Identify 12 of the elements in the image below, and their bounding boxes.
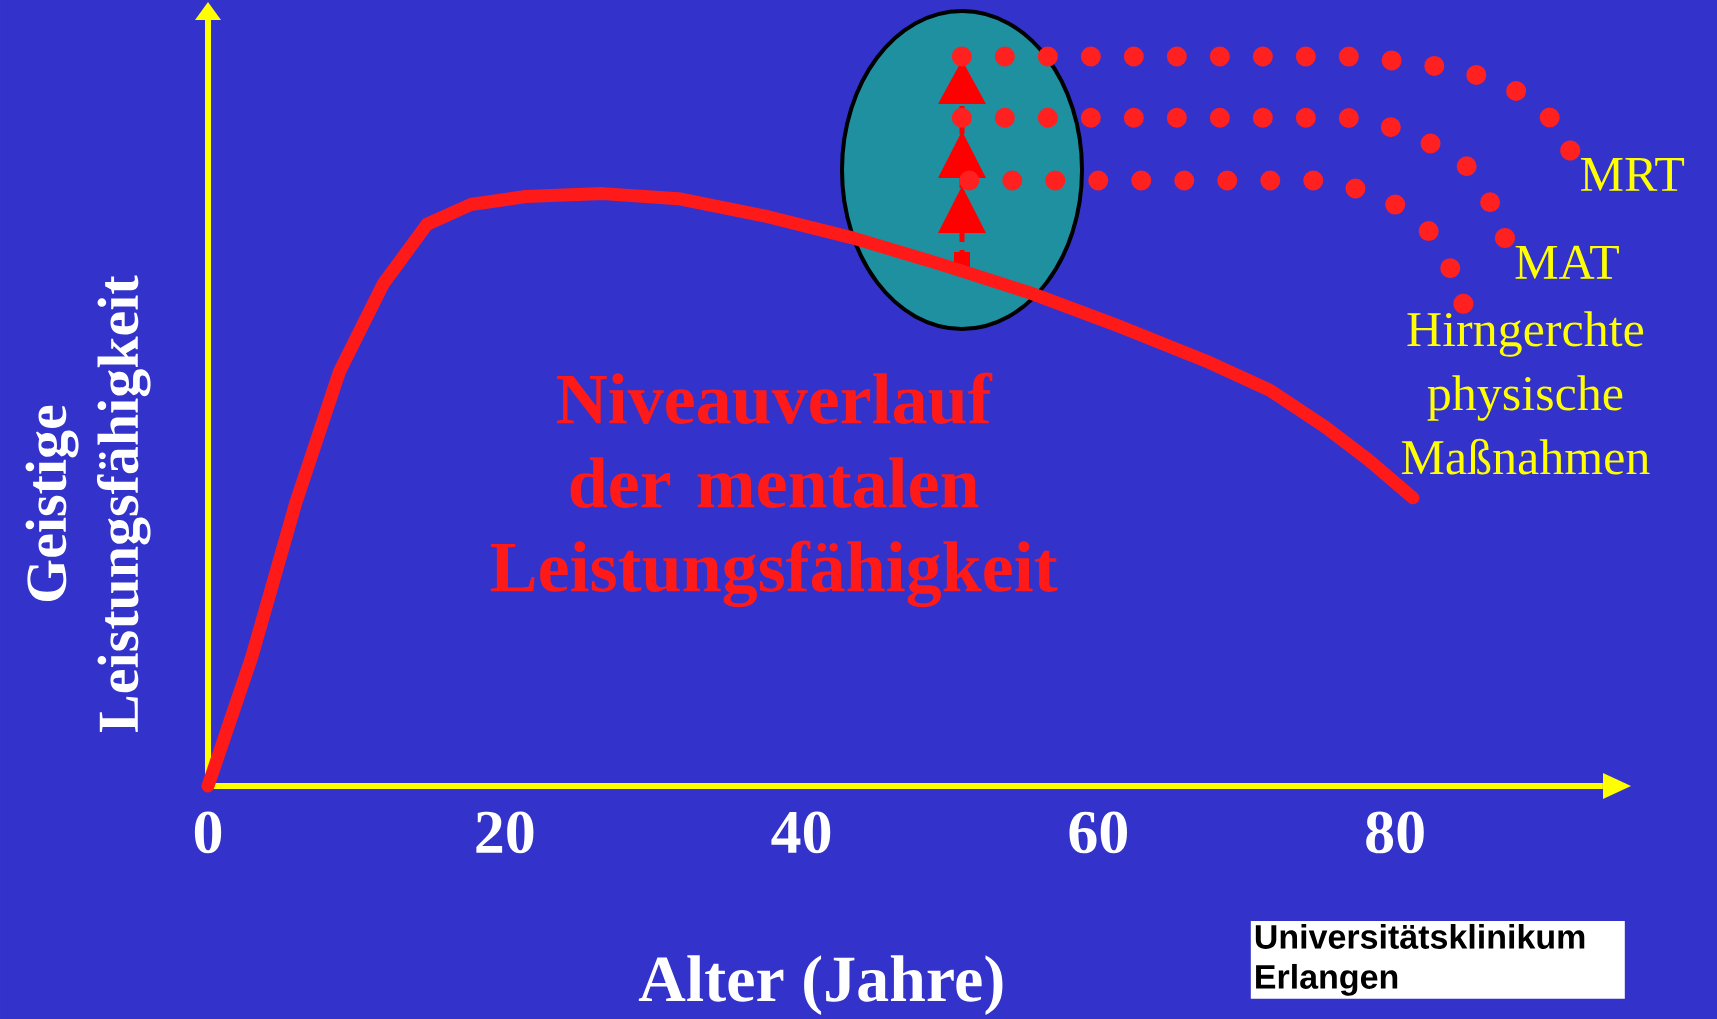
series-label: Hirngerchte physische Maßnahmen bbox=[1401, 311, 1650, 475]
text: Universitätsklinikum Erlangen bbox=[1255, 923, 1585, 996]
x-tick-label: 20 bbox=[476, 811, 534, 854]
series-label: Niveauverlauf der mentalen Leistungsfähigkeit bbox=[490, 372, 1058, 608]
x-tick-label: 80 bbox=[1366, 811, 1424, 854]
x-tick-label: 0 bbox=[194, 811, 222, 854]
series-label: MAT bbox=[1515, 245, 1619, 279]
series-label: MRT bbox=[1581, 158, 1685, 191]
y-axis-title: Geistige Leistungsfähigkeit bbox=[25, 275, 151, 732]
x-tick-label: 60 bbox=[1069, 811, 1127, 854]
x-tick-label: 40 bbox=[771, 811, 831, 854]
x-axis-title: Alter (Jahre) bbox=[638, 955, 1003, 1016]
